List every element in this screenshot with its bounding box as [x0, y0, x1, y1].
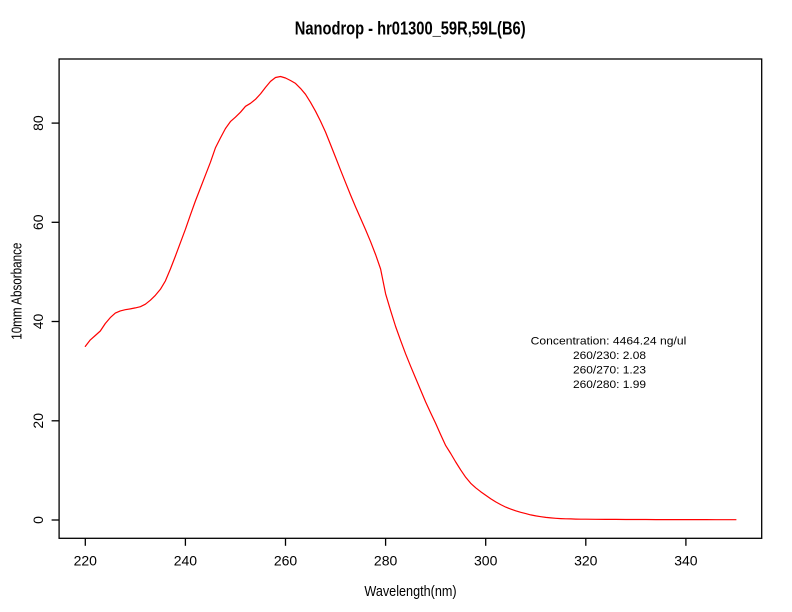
svg-text:260: 260 [274, 552, 298, 568]
svg-text:0: 0 [30, 516, 46, 524]
svg-text:Nanodrop - hr01300_59R,59L(B6): Nanodrop - hr01300_59R,59L(B6) [295, 19, 526, 39]
svg-text:240: 240 [174, 552, 198, 568]
svg-text:Concentration: 4464.24 ng/ul: Concentration: 4464.24 ng/ul [531, 335, 687, 347]
svg-text:80: 80 [30, 115, 46, 131]
svg-text:60: 60 [30, 214, 46, 230]
svg-text:20: 20 [30, 413, 46, 429]
svg-text:260/230: 2.08: 260/230: 2.08 [573, 350, 646, 362]
svg-text:260/280: 1.99: 260/280: 1.99 [573, 379, 646, 391]
svg-text:280: 280 [374, 552, 398, 568]
svg-text:40: 40 [30, 314, 46, 330]
svg-text:320: 320 [574, 552, 598, 568]
svg-text:340: 340 [674, 552, 698, 568]
svg-text:300: 300 [474, 552, 498, 568]
svg-text:Wavelength(nm): Wavelength(nm) [364, 584, 456, 600]
svg-text:260/270: 1.23: 260/270: 1.23 [573, 365, 646, 377]
svg-text:10mm Absorbance: 10mm Absorbance [10, 243, 26, 340]
svg-text:220: 220 [74, 552, 98, 568]
